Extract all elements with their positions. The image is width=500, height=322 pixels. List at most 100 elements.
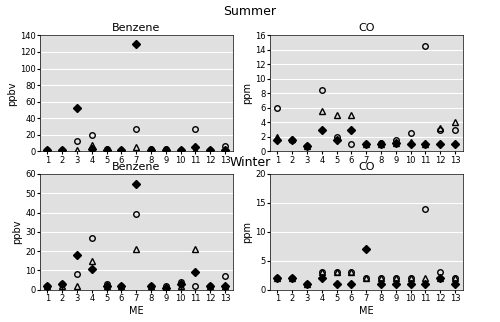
Chicago (89, 143, 95, 147)
Houston (192, 145, 198, 149)
Atlanta (319, 270, 325, 274)
Houston (378, 282, 384, 286)
Chicago (104, 284, 110, 288)
Chicago (304, 282, 310, 286)
Chicago (208, 148, 214, 152)
Houston (334, 138, 340, 142)
Chicago (393, 276, 399, 280)
Atlanta (363, 276, 369, 280)
Chicago (422, 276, 428, 280)
Chicago (118, 284, 124, 288)
Chicago (178, 148, 184, 152)
Legend: Houston, Atlanta, Chicago: Houston, Atlanta, Chicago (295, 191, 438, 205)
Atlanta (178, 280, 184, 284)
Houston (104, 148, 110, 152)
Chicago (133, 247, 139, 251)
Houston (44, 284, 51, 288)
Atlanta (452, 128, 458, 132)
Chicago (438, 126, 444, 130)
Houston (148, 148, 154, 152)
Chicago (222, 284, 228, 288)
Atlanta (222, 274, 228, 278)
Houston (59, 148, 65, 152)
Houston (319, 128, 325, 132)
Chicago (452, 276, 458, 280)
Atlanta (89, 133, 95, 137)
Y-axis label: ppbv: ppbv (8, 81, 18, 106)
Chicago (289, 276, 295, 280)
Atlanta (408, 131, 414, 135)
Chicago (274, 135, 280, 139)
Chicago (44, 148, 51, 152)
Chicago (222, 148, 228, 152)
Houston (148, 284, 154, 288)
Atlanta (334, 270, 340, 274)
Atlanta (118, 148, 124, 152)
Houston (422, 142, 428, 146)
Chicago (192, 148, 198, 152)
Chicago (348, 270, 354, 274)
Houston (59, 282, 65, 286)
Chicago (163, 148, 169, 152)
Atlanta (438, 270, 444, 274)
Atlanta (148, 284, 154, 288)
Chicago (363, 142, 369, 146)
Chicago (289, 137, 295, 141)
Houston (408, 282, 414, 286)
Y-axis label: ppm: ppm (242, 82, 252, 104)
Houston (133, 182, 139, 185)
Chicago (422, 142, 428, 146)
Chicago (452, 120, 458, 124)
Houston (304, 282, 310, 286)
Houston (393, 141, 399, 145)
Atlanta (44, 148, 51, 152)
Chicago (118, 148, 124, 152)
Line: Chicago: Chicago (44, 142, 228, 152)
Chicago (348, 113, 354, 117)
Houston (118, 284, 124, 288)
Chicago (334, 113, 340, 117)
Atlanta (274, 276, 280, 280)
Houston (89, 267, 95, 270)
Atlanta (289, 138, 295, 142)
Houston (274, 276, 280, 280)
Houston (274, 138, 280, 142)
Atlanta (348, 142, 354, 146)
Atlanta (304, 282, 310, 286)
Chicago (408, 140, 414, 144)
Atlanta (104, 282, 110, 286)
Chicago (274, 276, 280, 280)
Houston (208, 284, 214, 288)
Atlanta (133, 127, 139, 131)
Houston (133, 42, 139, 46)
Houston (208, 148, 214, 152)
Atlanta (289, 276, 295, 280)
Houston (163, 286, 169, 290)
Houston (178, 282, 184, 286)
Houston (334, 282, 340, 286)
Atlanta (192, 127, 198, 131)
Houston (348, 282, 354, 286)
Chicago (104, 147, 110, 151)
Atlanta (438, 128, 444, 132)
Houston (74, 106, 80, 110)
Chicago (363, 276, 369, 280)
Houston (104, 284, 110, 288)
Houston (44, 148, 51, 152)
Atlanta (422, 207, 428, 211)
Atlanta (163, 284, 169, 288)
Houston (438, 142, 444, 146)
Atlanta (104, 147, 110, 151)
Title: Benzene: Benzene (112, 162, 160, 172)
Atlanta (378, 141, 384, 145)
Line: Atlanta: Atlanta (274, 43, 458, 148)
Houston (163, 148, 169, 152)
Houston (452, 142, 458, 146)
Atlanta (452, 276, 458, 280)
Atlanta (178, 148, 184, 152)
Text: Winter: Winter (230, 156, 270, 169)
Atlanta (44, 284, 51, 288)
Houston (438, 276, 444, 280)
Atlanta (148, 147, 154, 151)
Atlanta (192, 284, 198, 288)
